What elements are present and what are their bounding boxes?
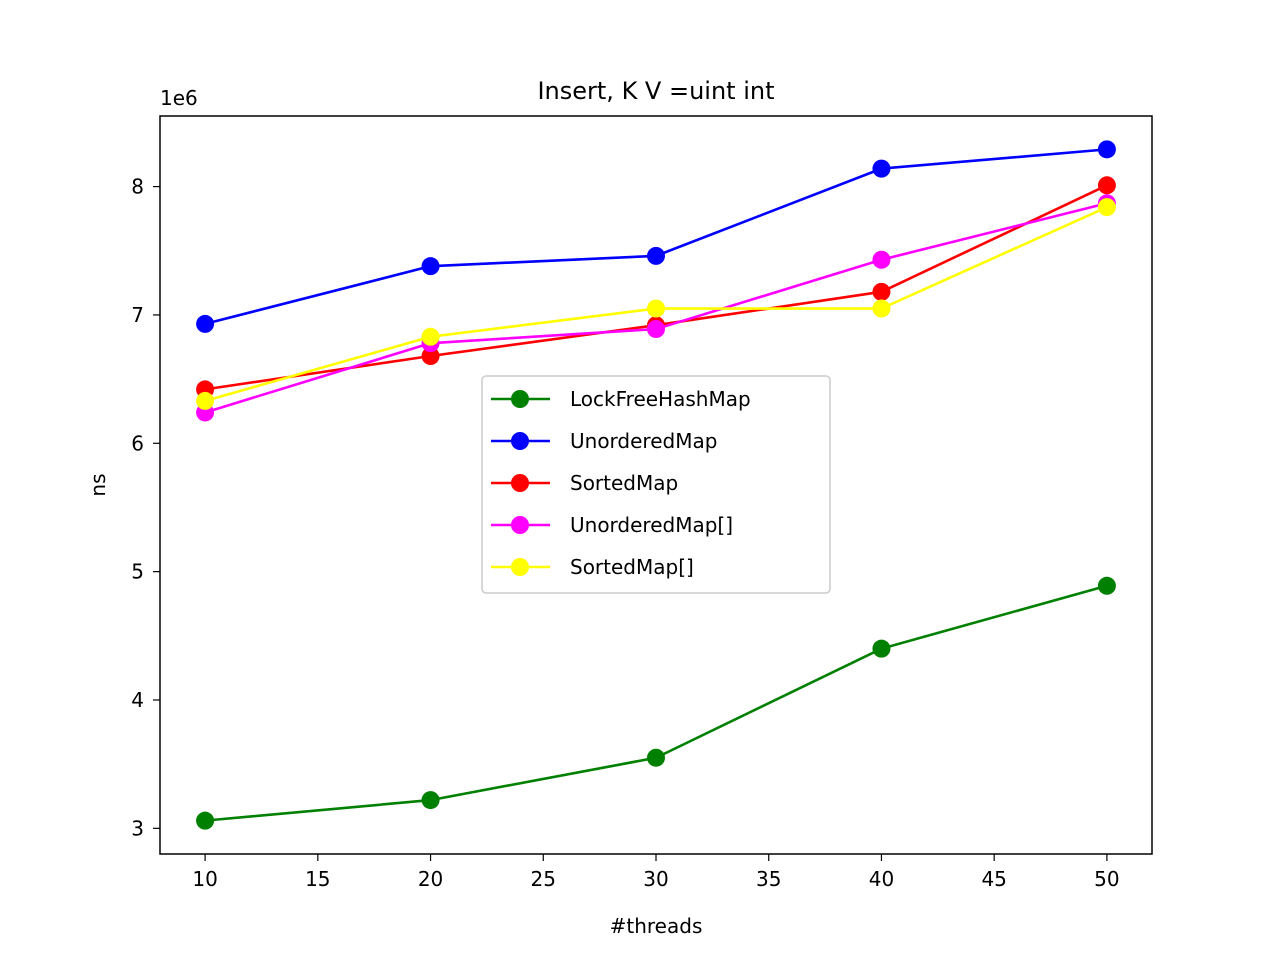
legend-label: SortedMap[]: [570, 555, 694, 579]
x-tick-label: 10: [192, 867, 217, 891]
y-offset-label: 1e6: [160, 86, 198, 110]
legend-box: [481, 375, 831, 594]
legend-marker: [511, 432, 529, 450]
data-point: [196, 391, 215, 410]
series-1: [196, 140, 1116, 333]
y-tick-label: 3: [131, 816, 144, 840]
y-tick-label: 5: [131, 560, 144, 584]
y-tick-label: 7: [131, 303, 144, 327]
y-tick-label: 4: [131, 688, 144, 712]
x-tick-label: 40: [869, 867, 894, 891]
data-point: [1097, 140, 1116, 159]
legend-item: SortedMap: [491, 471, 678, 495]
data-point: [872, 282, 891, 301]
data-point: [1097, 176, 1116, 195]
legend-marker: [511, 516, 529, 534]
data-point: [196, 811, 215, 830]
data-point: [647, 748, 665, 767]
data-point: [872, 639, 891, 658]
legend-label: UnorderedMap[]: [570, 513, 733, 537]
legend-item: SortedMap[]: [491, 555, 694, 579]
data-point: [647, 320, 665, 339]
series-0: [196, 576, 1116, 830]
legend-item: LockFreeHashMap: [491, 387, 751, 411]
x-tick-label: 25: [531, 867, 556, 891]
series-layer: [196, 140, 1116, 830]
series-line: [204, 184, 1108, 391]
y-tick-label: 6: [131, 431, 144, 455]
y-tick-label: 8: [131, 175, 144, 199]
data-point: [872, 159, 891, 178]
series-line: [204, 584, 1108, 822]
data-point: [421, 257, 440, 276]
legend-marker: [511, 390, 529, 408]
x-tick-label: 30: [643, 867, 668, 891]
legend-item: UnorderedMap: [491, 429, 717, 453]
x-tick-label: 15: [305, 867, 330, 891]
legend-marker: [511, 558, 529, 576]
data-point: [872, 250, 891, 269]
legend-label: LockFreeHashMap: [570, 387, 751, 411]
legend-item: UnorderedMap[]: [491, 513, 733, 537]
data-point: [1097, 576, 1116, 595]
x-tick-label: 45: [981, 867, 1006, 891]
data-point: [1097, 198, 1116, 217]
x-tick-label: 35: [756, 867, 781, 891]
series-4: [196, 198, 1116, 410]
data-point: [872, 299, 891, 318]
data-point: [196, 314, 215, 333]
data-point: [421, 791, 440, 810]
data-point: [647, 299, 665, 318]
chart-title: Insert, K V =uint int: [537, 77, 774, 105]
legend-marker: [511, 474, 529, 492]
x-tick-label: 50: [1094, 867, 1119, 891]
legend-label: UnorderedMap: [570, 429, 717, 453]
data-point: [421, 347, 440, 366]
x-tick-label: 20: [418, 867, 443, 891]
data-point: [647, 246, 665, 265]
legend-label: SortedMap: [570, 471, 678, 495]
data-point: [421, 327, 440, 346]
y-axis-label: ns: [86, 473, 110, 496]
plot-frame: [159, 115, 1153, 855]
legend: LockFreeHashMap UnorderedMap SortedMap Unor…: [481, 375, 831, 594]
x-axis-label: #threads: [610, 914, 703, 938]
